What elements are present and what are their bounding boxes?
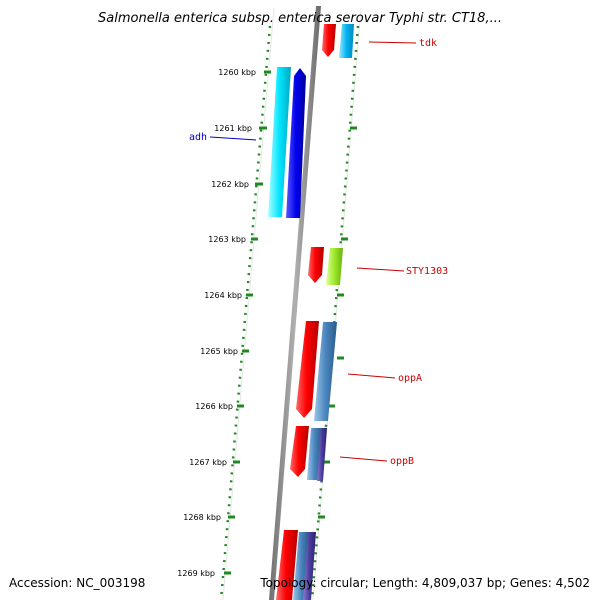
gene-labels: tdk adh STY1303 oppA oppB — [189, 38, 448, 467]
scale-label: 1269 kbp — [177, 569, 215, 578]
sty1303-partner-feature[interactable] — [326, 248, 343, 285]
bottom-purple-feature[interactable] — [303, 532, 316, 600]
genome-backbone — [269, 6, 321, 600]
oppa-feature[interactable] — [296, 321, 319, 418]
scale-label: 1268 kbp — [183, 513, 221, 522]
leader-line-tdk — [368, 41, 417, 44]
gene-label-tdk[interactable]: tdk — [419, 38, 437, 49]
adh-feature[interactable] — [286, 68, 306, 218]
gene-label-sty1303[interactable]: STY1303 — [406, 266, 448, 277]
gene-label-adh[interactable]: adh — [189, 132, 207, 143]
topology-label: Topology: circular; Length: 4,809,037 bp… — [260, 576, 590, 590]
accession-label: Accession: NC_003198 — [9, 576, 146, 590]
scale-label: 1260 kbp — [218, 68, 256, 77]
scale-label: 1262 kbp — [211, 180, 249, 189]
slot-outline-right — [312, 7, 362, 600]
bottom-red-feature[interactable] — [276, 530, 298, 600]
tick-guide-right — [310, 25, 360, 600]
oppa-partner-feature[interactable] — [314, 322, 337, 421]
gene-features[interactable] — [268, 24, 354, 600]
scale-label: 1261 kbp — [214, 124, 252, 133]
tick-guide-left — [219, 25, 272, 600]
scale-label: 1265 kbp — [200, 347, 238, 356]
major-ticks-left — [224, 70, 271, 575]
leader-lines — [209, 41, 417, 462]
map-title: Salmonella enterica subsp. enterica sero… — [98, 11, 502, 26]
leader-line-adh — [209, 136, 257, 141]
sty1303-feature[interactable] — [308, 247, 324, 283]
gene-label-oppa[interactable]: oppA — [398, 373, 422, 384]
major-ticks-right — [318, 126, 357, 519]
scale-label: 1264 kbp — [204, 291, 242, 300]
tdk-feature[interactable] — [322, 24, 336, 57]
slot-outline-left — [222, 7, 275, 600]
scale-label: 1266 kbp — [195, 402, 233, 411]
scale-labels: 1260 kbp 1261 kbp 1262 kbp 1263 kbp 1264… — [177, 68, 256, 578]
adh-cyan-feature[interactable] — [268, 67, 291, 217]
oppb-partner2-feature[interactable] — [317, 428, 327, 481]
oppb-feature[interactable] — [290, 426, 309, 477]
leader-line-oppb — [339, 456, 388, 462]
leader-line-oppa — [347, 373, 396, 379]
tdk-partner-feature[interactable] — [339, 24, 354, 58]
gene-label-oppb[interactable]: oppB — [390, 456, 414, 467]
scale-label: 1263 kbp — [208, 235, 246, 244]
leader-line-sty1303 — [356, 267, 405, 272]
scale-label: 1267 kbp — [189, 458, 227, 467]
